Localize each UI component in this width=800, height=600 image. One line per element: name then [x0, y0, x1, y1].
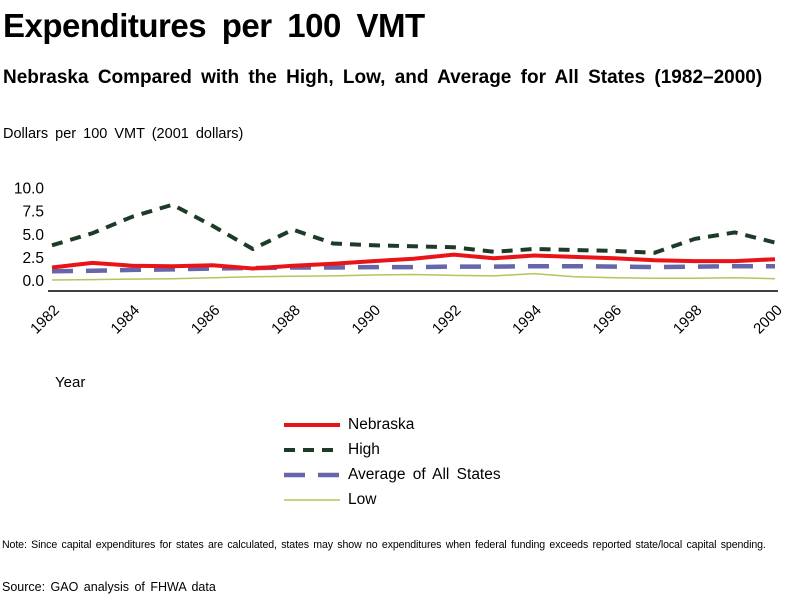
legend-item-nebraska: Nebraska [283, 412, 501, 437]
source-line: Source: GAO analysis of FHWA data [2, 580, 216, 594]
legend-label-low: Low [348, 490, 377, 508]
series-line-nebraska [51, 252, 776, 271]
y-axis-unit-label: Dollars per 100 VMT (2001 dollars) [3, 126, 244, 142]
x-tick-label: 1982 [27, 302, 63, 338]
x-tick-label: 1996 [590, 302, 626, 338]
y-tick-label: 5.0 [22, 227, 44, 244]
footnote: Note: Since capital expenditures for sta… [2, 539, 766, 551]
x-tick-label: 1992 [429, 302, 465, 338]
x-tick-label: 1990 [349, 302, 385, 338]
legend-swatch-average-of-all-states [284, 472, 340, 478]
y-tick-label: 10.0 [14, 181, 45, 198]
y-tick-label: 2.5 [22, 250, 44, 267]
line-chart: 0.0 2.5 5.0 7.5 10.0 1982 1984 1986 1988 1990 1992… [14, 181, 786, 338]
x-tick-label: 1984 [108, 302, 144, 338]
series-line-low [51, 272, 776, 281]
legend-swatch-nebraska [284, 423, 340, 427]
legend-label-average-of-all-states: Average of All States [348, 465, 501, 483]
series-line-average-of-all-states [51, 263, 775, 274]
series-line-high [51, 202, 776, 255]
y-tick-label: 0.0 [22, 273, 44, 290]
legend-label-nebraska: Nebraska [348, 415, 415, 433]
x-axis-title: Year [55, 374, 86, 391]
x-tick-label: 1986 [188, 302, 224, 338]
x-tick-label: 1998 [670, 302, 706, 338]
page-subtitle: Nebraska Compared with the High, Low, an… [3, 67, 763, 88]
page-title: Expenditures per 100 VMT [3, 7, 425, 44]
legend-item-average-of-all-states: Average of All States [283, 462, 501, 487]
x-tick-label: 1994 [509, 302, 545, 338]
x-tick-label: 1988 [268, 302, 304, 338]
legend-label-high: High [348, 440, 380, 458]
legend-item-high: High [283, 437, 501, 462]
legend-swatch-high [284, 448, 340, 452]
y-tick-label: 7.5 [22, 204, 44, 221]
legend-swatch-low [284, 499, 340, 501]
x-tick-label: 2000 [750, 302, 786, 338]
legend-item-low: Low [283, 487, 501, 512]
chart-legend: Nebraska High Average of All States Low [283, 412, 501, 512]
